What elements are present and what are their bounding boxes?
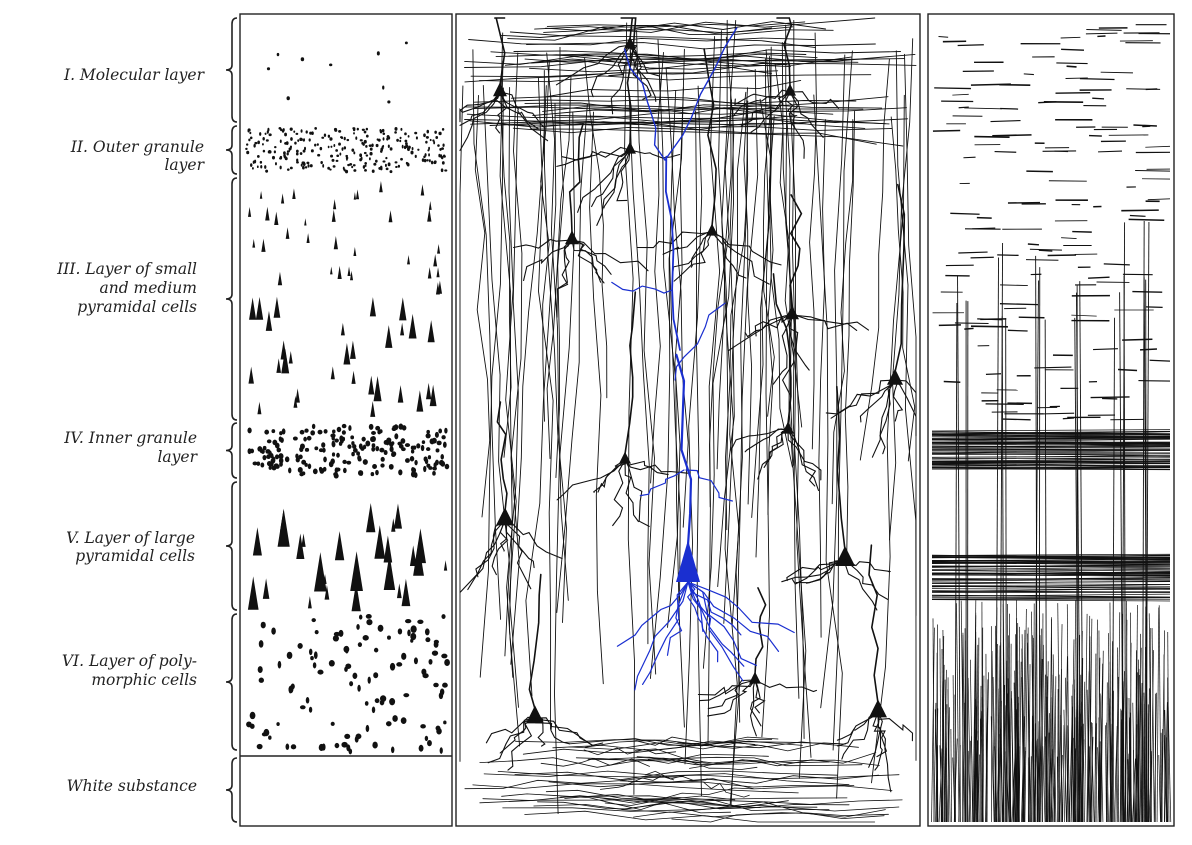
layer-label-4-line-2: layer xyxy=(157,448,198,466)
layer-brace-1 xyxy=(225,17,238,123)
layer-label-5-line-2: pyramidal cells xyxy=(75,547,195,565)
panel-cell-bodies xyxy=(239,13,453,827)
neuron-panel-frame xyxy=(455,13,921,827)
panel-myelin-fibers xyxy=(927,13,1175,827)
layer-label-2-line-1: II. Outer granule xyxy=(70,138,204,156)
layer-brace-7 xyxy=(225,757,238,823)
cell-panel-frame xyxy=(239,13,453,827)
layer-brace-4 xyxy=(225,422,238,479)
layer-label-2-line-2: layer xyxy=(164,156,205,174)
layer-label-4-line-1: IV. Inner granule xyxy=(63,429,197,447)
layer-label-5-line-1: V. Layer of large xyxy=(66,529,195,547)
layer-braces xyxy=(225,17,238,823)
layer-label-3-line-2: and medium xyxy=(99,279,197,297)
layer-label-3-line-1: III. Layer of small xyxy=(56,260,197,278)
layer-label-7-line-1: White substance xyxy=(67,777,197,795)
layer-brace-5 xyxy=(225,481,238,611)
layer-brace-6 xyxy=(225,613,238,751)
layer-brace-2 xyxy=(225,125,238,175)
layer-label-3-line-3: pyramidal cells xyxy=(77,298,197,316)
layer-label-1-line-1: I. Molecular layer xyxy=(63,66,206,84)
layer-brace-3 xyxy=(225,177,238,421)
layer-label-6-line-2: morphic cells xyxy=(91,671,197,689)
panel-neuron-network xyxy=(455,13,921,827)
layer-label-6-line-1: VI. Layer of poly- xyxy=(62,652,197,670)
fiber-panel-frame xyxy=(927,13,1175,827)
